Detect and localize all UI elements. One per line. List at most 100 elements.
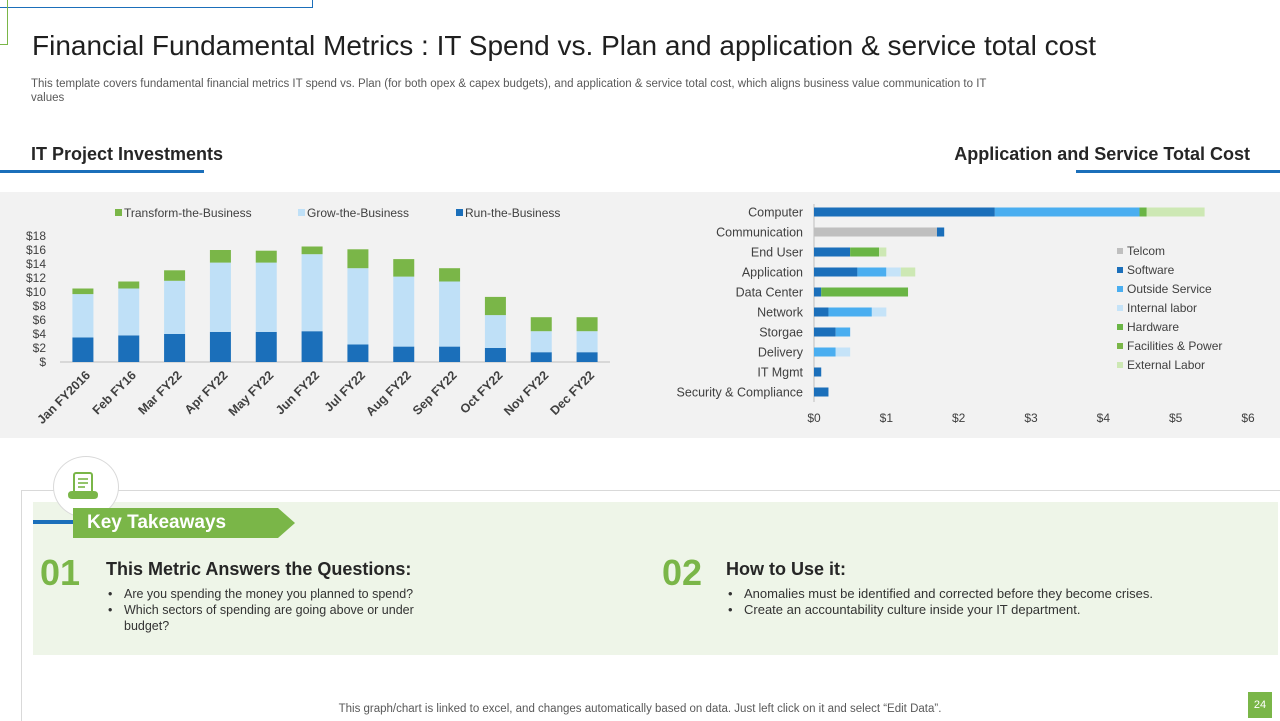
legend-label-facilities-power: Facilities & Power: [1127, 339, 1222, 353]
x-tick-label: Oct FY22: [457, 368, 505, 416]
bar-transform-the-business: [301, 246, 323, 255]
y-tick-label: $4: [33, 327, 47, 341]
category-label: Computer: [748, 206, 803, 220]
bar-transform-the-business: [72, 288, 94, 295]
bar-run-the-business: [209, 331, 231, 362]
x-tick-label: $5: [1169, 411, 1183, 425]
bar-software: [814, 327, 836, 337]
page-number: 24: [1248, 692, 1272, 718]
x-tick-label: $4: [1097, 411, 1111, 425]
legend-label-grow-the-business: Grow-the-Business: [307, 206, 409, 220]
bar-transform-the-business: [164, 270, 186, 281]
bar-software: [814, 367, 822, 377]
x-tick-label: Sep FY22: [410, 368, 460, 418]
bar-run-the-business: [255, 331, 277, 362]
legend-swatch-telcom: [1117, 248, 1123, 254]
y-tick-label: $18: [26, 229, 46, 243]
bar-software: [814, 287, 822, 297]
bar-grow-the-business: [530, 331, 552, 353]
left-section-underline: [0, 170, 204, 173]
bar-outside-service: [835, 327, 851, 337]
y-tick-label: $12: [26, 271, 46, 285]
category-label: Communication: [716, 226, 803, 240]
bar-grow-the-business: [484, 315, 506, 348]
legend-label-transform-the-business: Transform-the-Business: [124, 206, 252, 220]
right-section-title: Application and Service Total Cost: [954, 144, 1250, 164]
x-tick-label: Aug FY22: [363, 368, 414, 419]
legend-label-external-labor: External Labor: [1127, 358, 1205, 372]
y-tick-label: $6: [33, 313, 47, 327]
takeaways-blue-bar: [33, 520, 73, 524]
bar-internal-labor: [835, 347, 851, 357]
legend-label-run-the-business: Run-the-Business: [465, 206, 560, 220]
x-tick-label: Apr FY22: [182, 368, 231, 417]
list-item: Create an accountability culture inside …: [726, 602, 1246, 618]
x-tick-label: $2: [952, 411, 966, 425]
bar-hardware: [850, 247, 880, 257]
legend-swatch-run-the-business: [456, 209, 463, 216]
bar-external-labor: [1146, 207, 1205, 217]
key-takeaways-label: Key Takeaways: [73, 508, 295, 538]
y-tick-label: $16: [26, 243, 46, 257]
bar-grow-the-business: [301, 254, 323, 332]
x-tick-label: Mar FY22: [135, 368, 184, 417]
legend-label-hardware: Hardware: [1127, 320, 1179, 334]
takeaway-title-2: How to Use it:: [726, 559, 846, 579]
category-label: End User: [751, 246, 803, 260]
bar-grow-the-business: [255, 262, 277, 332]
x-tick-label: Jul FY22: [322, 368, 368, 414]
legend-swatch-software: [1117, 267, 1123, 273]
bar-grow-the-business: [576, 331, 598, 353]
bar-software: [814, 307, 829, 317]
bar-transform-the-business: [255, 250, 277, 263]
bar-run-the-business: [164, 334, 186, 362]
category-label: IT Mgmt: [757, 366, 803, 380]
bar-grow-the-business: [72, 294, 94, 338]
x-tick-label: $3: [1024, 411, 1038, 425]
category-label: Delivery: [758, 346, 804, 360]
bar-software: [814, 387, 829, 397]
x-tick-label: $1: [880, 411, 894, 425]
bar-software: [814, 207, 995, 217]
corner-frame-top: [0, 0, 313, 8]
bar-hardware: [1139, 207, 1147, 217]
footer-note: This graph/chart is linked to excel, and…: [338, 703, 942, 715]
left-section-title: IT Project Investments: [31, 144, 224, 164]
x-tick-label: Dec FY22: [548, 368, 598, 418]
bar-transform-the-business: [576, 317, 598, 332]
bar-grow-the-business: [209, 262, 231, 332]
bar-software: [814, 247, 851, 257]
bar-run-the-business: [576, 352, 598, 362]
legend-label-outside-service: Outside Service: [1127, 282, 1212, 296]
bar-grow-the-business: [118, 288, 140, 336]
y-tick-label: $: [39, 355, 46, 369]
category-label: Application: [742, 266, 803, 280]
bar-internal-labor: [871, 307, 887, 317]
category-label: Security & Compliance: [677, 386, 803, 400]
legend-swatch-transform-the-business: [115, 209, 122, 216]
x-tick-label: $6: [1241, 411, 1255, 425]
x-tick-label: Jun FY22: [273, 368, 322, 417]
bar-transform-the-business: [530, 317, 552, 332]
legend-swatch-facilities-power: [1117, 343, 1123, 349]
app-service-cost-chart[interactable]: Computer Communication End User Application…: [640, 192, 1280, 438]
bar-software: [814, 267, 858, 277]
list-item: Are you spending the money you planned t…: [106, 586, 426, 602]
bar-transform-the-business: [347, 249, 369, 269]
bar-outside-service: [828, 307, 872, 317]
bar-outside-service: [994, 207, 1140, 217]
takeaway-number-2: 02: [662, 552, 703, 593]
bar-telcom: [814, 227, 937, 237]
bar-run-the-business: [72, 337, 94, 362]
legend-swatch-outside-service: [1117, 286, 1123, 292]
y-tick-label: $8: [33, 299, 47, 313]
takeaways-outline: [21, 490, 1280, 721]
takeaway-list-1: Are you spending the money you planned t…: [106, 586, 426, 634]
bar-run-the-business: [439, 346, 461, 362]
list-item: Which sectors of spending are going abov…: [106, 602, 426, 634]
x-tick-label: Jan FY2016: [34, 368, 93, 427]
y-tick-label: $10: [26, 285, 46, 299]
takeaway-title-1: This Metric Answers the Questions:: [106, 559, 412, 579]
bar-grow-the-business: [164, 280, 186, 334]
